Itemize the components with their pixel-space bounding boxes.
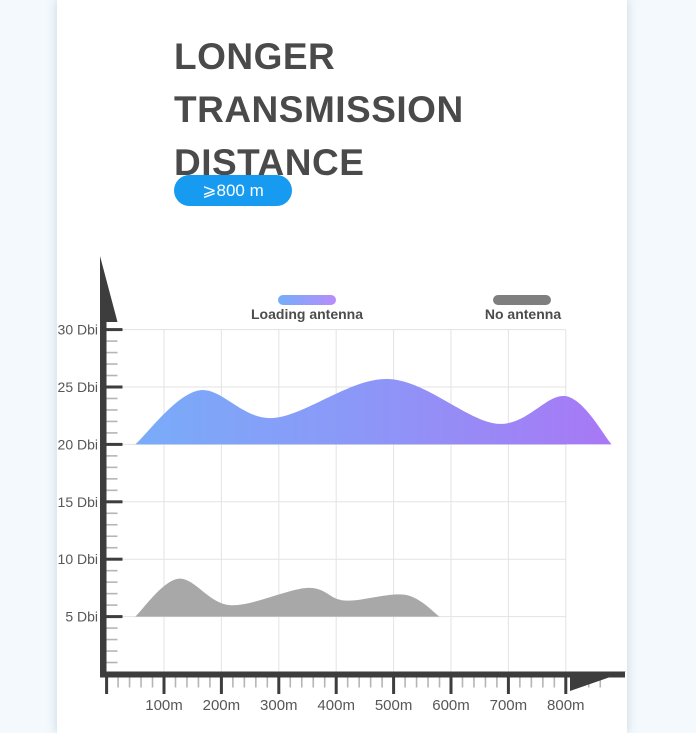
legend-label-loading-antenna: Loading antenna bbox=[251, 306, 363, 322]
svg-text:200m: 200m bbox=[203, 697, 241, 714]
loading-antenna-swatch bbox=[278, 295, 336, 305]
svg-text:600m: 600m bbox=[432, 697, 470, 714]
svg-text:300m: 300m bbox=[260, 697, 298, 714]
svg-text:500m: 500m bbox=[375, 697, 413, 714]
svg-text:15 Dbi: 15 Dbi bbox=[58, 494, 98, 510]
svg-text:30 Dbi: 30 Dbi bbox=[58, 322, 98, 338]
svg-text:700m: 700m bbox=[490, 697, 528, 714]
title-line-1: LONGER bbox=[174, 36, 336, 77]
distance-badge-label: ⩾800 m bbox=[202, 180, 264, 200]
svg-text:25 Dbi: 25 Dbi bbox=[58, 379, 98, 395]
svg-text:400m: 400m bbox=[317, 697, 355, 714]
svg-text:800m: 800m bbox=[547, 697, 585, 714]
no-antenna-swatch bbox=[493, 295, 551, 305]
svg-text:100m: 100m bbox=[145, 697, 183, 714]
svg-text:20 Dbi: 20 Dbi bbox=[58, 436, 98, 452]
distance-badge: ⩾800 m bbox=[174, 175, 292, 206]
svg-text:10 Dbi: 10 Dbi bbox=[58, 551, 98, 567]
legend-label-no-antenna: No antenna bbox=[484, 306, 562, 322]
svg-text:5 Dbi: 5 Dbi bbox=[65, 609, 98, 625]
